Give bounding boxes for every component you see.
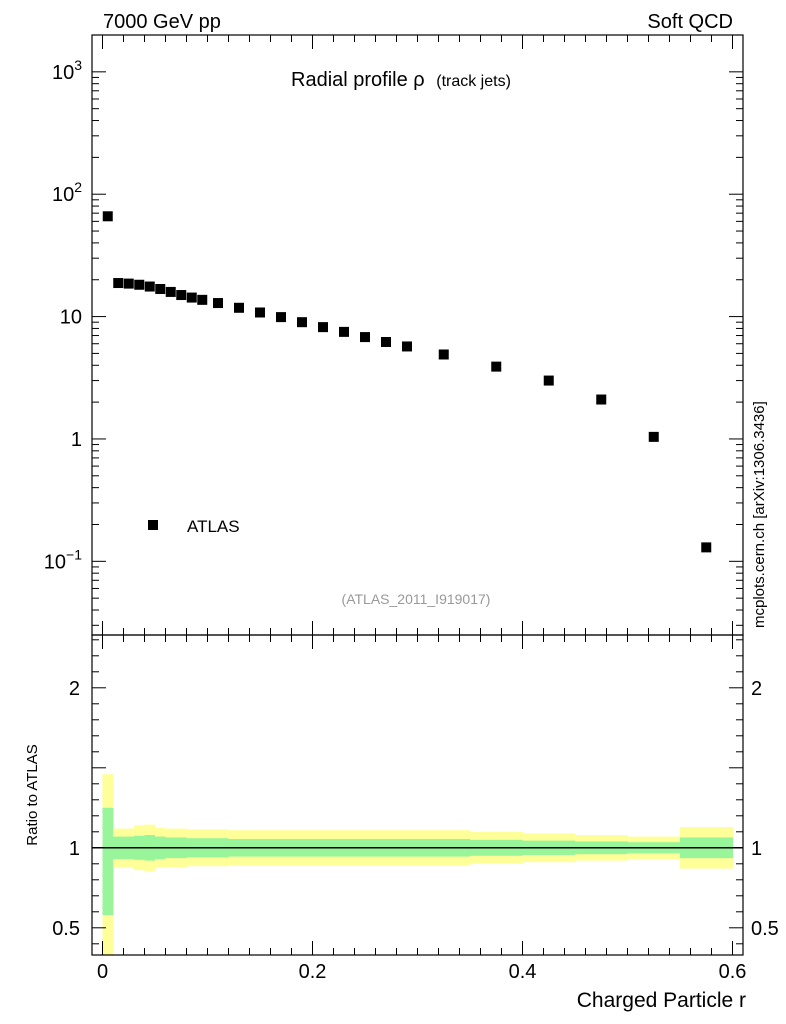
data-point — [134, 279, 145, 290]
y-tick-label: 1 — [71, 429, 82, 451]
ratio-y-tick-label-right: 2 — [751, 678, 762, 700]
x-tick-label: 0.6 — [719, 961, 747, 983]
ratio-panel-frame — [91, 634, 744, 956]
main-panel-frame — [91, 34, 744, 636]
data-point — [360, 332, 370, 343]
data-point — [123, 278, 134, 289]
ratio-ylabel: Ratio to ATLAS — [24, 744, 41, 845]
ratio-y-tick-label-right: 1 — [751, 838, 762, 860]
legend-marker — [148, 520, 158, 530]
data-point — [339, 326, 349, 337]
x-tick-label: 0 — [97, 961, 108, 983]
data-point — [297, 317, 307, 328]
x-tick-label: 0.4 — [509, 961, 537, 983]
analysis-tag: (ATLAS_2011_I919017) — [342, 591, 491, 607]
data-point — [165, 286, 176, 297]
ratio-y-tick-label-right: 0.5 — [751, 918, 779, 940]
data-point — [213, 298, 223, 309]
tick-labels: 0 0.2 0.4 0.6 10−1 1 10 102 103 0.5 0.5 1 1 2 2 — [44, 57, 779, 983]
data-point — [438, 349, 449, 360]
data-point — [255, 307, 265, 318]
data-point — [491, 361, 502, 372]
axes-frame — [91, 34, 744, 956]
data-point — [648, 431, 659, 442]
x-axis-label: Charged Particle r — [577, 989, 746, 1012]
data-point — [318, 322, 328, 333]
side-label: mcplots.cern.ch [arXiv:1306.3436] — [751, 401, 768, 628]
chart-title-sub: (track jets) — [436, 73, 511, 90]
data-point — [701, 542, 712, 553]
data-point — [186, 292, 197, 303]
chart-title-main: Radial profile ρ — [291, 69, 425, 91]
data-point — [234, 302, 244, 313]
data-points — [102, 211, 712, 553]
data-point — [596, 394, 607, 405]
inner-band-bin — [102, 807, 114, 915]
y-tick-label: 10 — [60, 307, 82, 329]
data-point — [144, 281, 155, 292]
data-point — [102, 211, 113, 222]
y-tick-label: 103 — [52, 57, 82, 84]
chart-title: Radial profile ρ (track jets) — [291, 69, 511, 91]
ratio-y-tick-label-left: 1 — [69, 838, 80, 860]
ratio-bands — [92, 774, 743, 955]
data-point — [402, 341, 412, 352]
data-point — [197, 294, 208, 305]
data-point — [543, 375, 554, 386]
ratio-y-tick-label-left: 2 — [69, 678, 80, 700]
data-point — [276, 312, 286, 323]
data-point — [155, 284, 166, 295]
data-point — [381, 336, 391, 347]
x-tick-label: 0.2 — [299, 961, 327, 983]
header-left: 7000 GeV pp — [103, 11, 221, 33]
data-point — [176, 290, 187, 301]
y-tick-label: 102 — [52, 179, 82, 206]
ratio-y-tick-label-left: 0.5 — [52, 918, 80, 940]
data-point — [113, 278, 124, 289]
y-tick-label: 10−1 — [44, 546, 82, 573]
legend-label: ATLAS — [187, 517, 240, 536]
header-right: Soft QCD — [647, 11, 733, 33]
axis-ticks — [92, 34, 743, 955]
